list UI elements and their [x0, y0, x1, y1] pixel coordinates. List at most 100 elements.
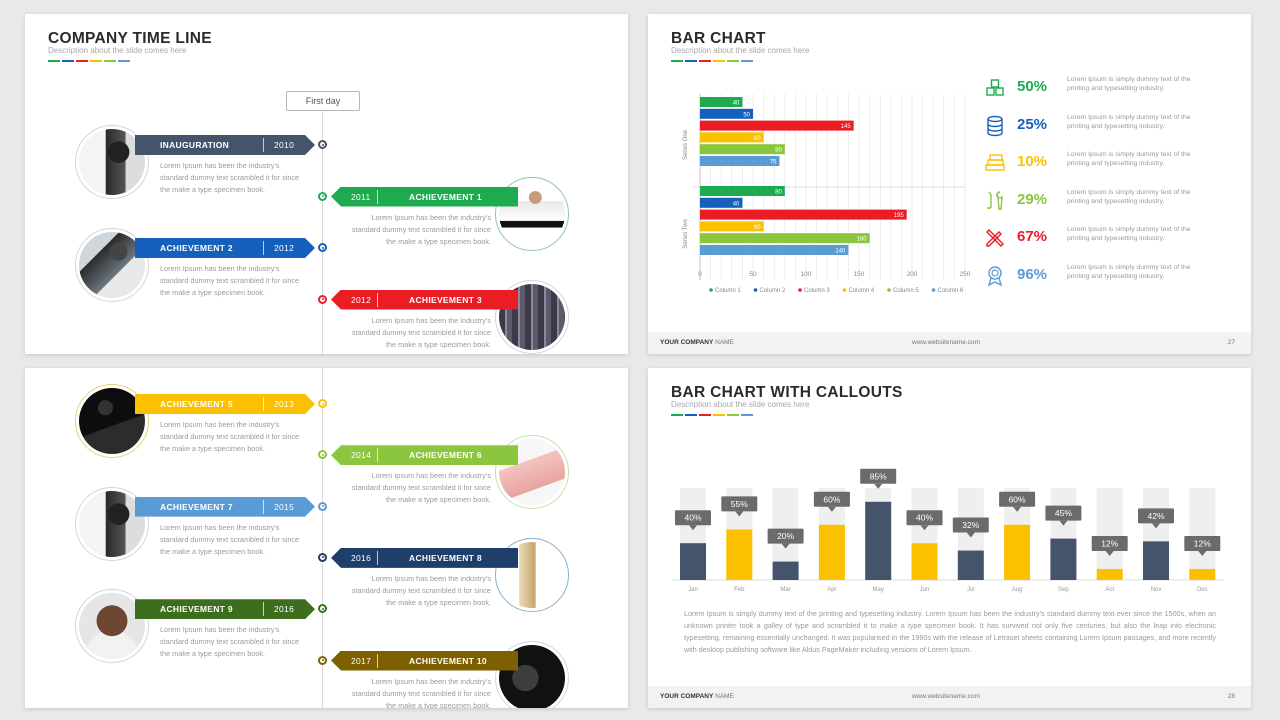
bar-value-label: 60 [754, 136, 761, 142]
timeline-node [318, 399, 327, 408]
callout-pointer [920, 525, 929, 531]
bar-chart-callouts-slide: BAR CHART WITH CALLOUTS Description abou… [648, 368, 1251, 708]
slide-title: BAR CHART [671, 30, 766, 47]
bar [680, 543, 706, 580]
bar [1050, 538, 1077, 580]
x-tick-label: Dec [1197, 587, 1208, 593]
timeline-banner: ACHIEVEMENT 3 2012 [331, 289, 518, 310]
callout-box [1184, 535, 1221, 551]
first-day-label: First day [286, 91, 360, 111]
legend-swatch [842, 288, 847, 292]
photo-circle [75, 384, 149, 458]
x-tick-label: 150 [854, 271, 865, 278]
bar [1143, 541, 1169, 580]
bar-callout-label: 20% [777, 531, 794, 541]
milestone-description: Lorem Ipsum has been the industry's stan… [160, 264, 300, 297]
footer-company: YOUR COMPANY NAME [660, 339, 734, 346]
callout-box [675, 510, 711, 526]
timeline-banner: INAUGURATION 2010 [135, 135, 315, 155]
legend-label: Column 3 [804, 288, 830, 294]
color-bar-segment [727, 414, 739, 416]
color-bar [671, 414, 753, 416]
milestone-description: Lorem Ipsum has been the industry's stan… [351, 676, 491, 709]
bar [957, 550, 984, 580]
callout-box [721, 496, 758, 512]
x-tick-label: Apr [827, 587, 836, 593]
x-tick-label: Feb [734, 587, 745, 593]
callout-box [860, 468, 897, 484]
legend-swatch [753, 288, 758, 292]
timeline-node [318, 501, 327, 511]
legend-swatch [887, 288, 891, 292]
milestone-year: 2013 [274, 399, 295, 409]
bar-value-label: 50 [743, 112, 750, 118]
callout-box [813, 491, 850, 507]
footer: YOUR COMPANY NAME www.websitename.com 27 [648, 332, 1251, 354]
bar-callout-label: 85% [870, 471, 887, 481]
bar [700, 108, 753, 119]
milestone-description: Lorem Ipsum has been the industry's stan… [160, 161, 300, 194]
color-bar-segment [76, 60, 88, 62]
photo-circle [75, 486, 149, 561]
color-bar-segment [699, 414, 711, 416]
photo-circle [75, 125, 149, 199]
bar-callout-label: 55% [731, 499, 748, 509]
callout-pointer [1198, 550, 1207, 556]
milestone-label: ACHIEVEMENT 9 [160, 604, 233, 615]
callout-percentage: 67% [1017, 228, 1048, 245]
bar [700, 197, 743, 208]
timeline-node [318, 604, 327, 614]
photo-image [79, 593, 145, 660]
bar-chart-slide: BAR CHART Description about the slide co… [648, 14, 1251, 354]
milestone-year: 2011 [351, 191, 371, 202]
legend-swatch [709, 288, 713, 292]
bar [700, 156, 780, 166]
bar-track [1096, 488, 1123, 580]
milestone-label: ACHIEVEMENT 5 [160, 399, 233, 409]
banner-divider [377, 653, 378, 668]
banner-divider [377, 448, 378, 463]
x-tick-label: 200 [907, 271, 918, 278]
timeline-banner: ACHIEVEMENT 8 2016 [331, 547, 518, 568]
pencil-ruler-icon [983, 226, 1007, 250]
color-bar-segment [685, 414, 697, 416]
timeline-slide-top: COMPANY TIME LINE Description about the … [25, 14, 628, 354]
callout-box [1138, 508, 1174, 524]
timeline-slide-bottom: ACHIEVEMENT 5 2013 Lorem Ipsum has been th… [25, 368, 628, 708]
x-tick-label: Aug [1012, 587, 1023, 593]
x-tick-label: May [873, 587, 884, 593]
page-number: 28 [1227, 693, 1235, 700]
milestone-description: Lorem Ipsum has been the industry's stan… [160, 625, 300, 659]
callout-row: 96% Lorem Ipsum is simply dummy text of t… [983, 262, 1213, 290]
color-bar-segment [104, 60, 116, 62]
bar-callout-label: 42% [1147, 511, 1164, 521]
milestone-label: ACHIEVEMENT 3 [409, 294, 482, 305]
callout-percentage: 29% [1017, 190, 1048, 208]
legend-label: Column 6 [938, 288, 964, 294]
callout-text: Lorem Ipsum is simply dummy text of the … [1067, 263, 1191, 280]
bar-value-label: 80 [775, 148, 782, 154]
callout-pointer [781, 543, 790, 549]
timeline-banner: ACHIEVEMENT 10 2017 [331, 650, 518, 671]
callout-box [906, 510, 943, 526]
callout-text: Lorem Ipsum is simply dummy text of the … [1067, 76, 1191, 92]
callout-row: 50% Lorem Ipsum is simply dummy text of t… [983, 74, 1213, 102]
milestone-label: ACHIEVEMENT 1 [409, 191, 482, 202]
callout-row: 67% Lorem Ipsum is simply dummy text of t… [983, 224, 1213, 252]
timeline-banner: ACHIEVEMENT 7 2015 [135, 497, 315, 517]
timeline-node [318, 294, 327, 304]
banner-divider [377, 189, 378, 204]
footer-company: YOUR COMPANY NAME [660, 693, 734, 700]
slide-title: COMPANY TIME LINE [48, 30, 212, 47]
x-tick-label: 250 [960, 271, 971, 278]
bar-value-label: 75 [770, 160, 777, 166]
bar [1096, 568, 1123, 580]
milestone-description: Lorem Ipsum has been the industry's stan… [351, 471, 491, 505]
milestone-label: ACHIEVEMENT 7 [160, 501, 233, 512]
color-bar-segment [713, 60, 725, 62]
milestone-year: 2017 [351, 655, 372, 666]
photo-circle [75, 228, 149, 302]
callout-box [767, 528, 804, 544]
callout-pointer [1013, 506, 1022, 512]
slide-subtitle: Description about the slide comes here [48, 46, 187, 55]
